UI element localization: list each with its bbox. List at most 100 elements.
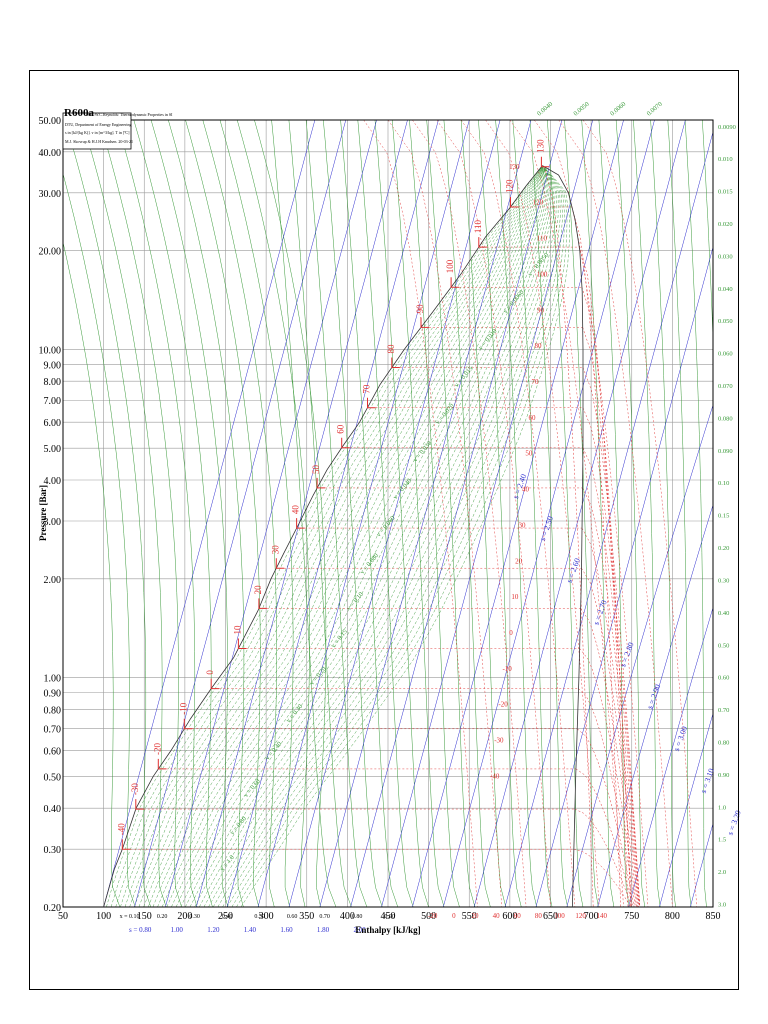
quality-line bbox=[120, 166, 542, 907]
isentrope-line bbox=[257, 120, 470, 907]
y-tick-label: 8.00 bbox=[44, 377, 62, 388]
volume-label-inside: v = 0.0060 bbox=[502, 289, 525, 315]
isochore-line bbox=[236, 120, 310, 907]
isotherm-label-right: 110 bbox=[537, 235, 548, 243]
isochore-line bbox=[564, 120, 599, 907]
property-lines bbox=[63, 120, 753, 907]
saturated-liquid-line bbox=[103, 165, 543, 908]
isotherm-label-left: 90 bbox=[415, 304, 425, 314]
volume-label-right: 0.50 bbox=[718, 642, 729, 649]
quality-line bbox=[185, 166, 549, 907]
isochore-line bbox=[63, 172, 136, 907]
volume-label-right: 0.15 bbox=[718, 513, 729, 520]
entropy-label-bottom: 1.40 bbox=[244, 926, 257, 934]
quality-line bbox=[106, 166, 542, 907]
saturation-dome bbox=[103, 165, 584, 908]
isotherm-flag bbox=[316, 477, 326, 489]
isentrope-line bbox=[165, 120, 377, 907]
isotherm-flag bbox=[391, 357, 400, 368]
volume-label-right: 0.080 bbox=[718, 415, 733, 422]
isotherm-label-bottom: 40 bbox=[493, 912, 501, 920]
volume-label-top: 0.0060 bbox=[609, 101, 627, 118]
volume-label-right: 0.90 bbox=[718, 772, 729, 779]
isotherm-supercritical bbox=[534, 120, 649, 907]
isotherm-label-right: 20 bbox=[515, 557, 523, 565]
isochore-line bbox=[305, 120, 368, 907]
isotherm-supercritical bbox=[363, 120, 478, 907]
quality-line bbox=[129, 166, 543, 907]
y-axis-label: Pressure [Bar] bbox=[38, 485, 48, 541]
quality-line bbox=[240, 166, 570, 907]
isotherm-label-left: -20 bbox=[152, 742, 162, 754]
volume-label-inside: v = 0.020 bbox=[434, 403, 455, 426]
quality-line bbox=[171, 166, 544, 907]
isotherm-flag bbox=[183, 718, 193, 730]
isotherm-label-right: 60 bbox=[529, 414, 537, 422]
volume-label-inside: v = 0.40 bbox=[264, 741, 283, 762]
isochore-line bbox=[63, 241, 121, 907]
volume-label-right: 0.30 bbox=[718, 577, 729, 584]
y-tick-label: 0.90 bbox=[44, 689, 62, 700]
isotherm-vapor bbox=[573, 848, 632, 907]
volume-label-inside: v = 0.80 bbox=[229, 815, 248, 836]
quality-label: 0.70 bbox=[319, 914, 330, 920]
x-tick-label: 800 bbox=[665, 911, 680, 922]
entropy-label-bottom: 2.00 bbox=[353, 926, 366, 934]
entropy-label-bottom: 1.00 bbox=[171, 926, 184, 934]
x-tick-label: 250 bbox=[218, 911, 233, 922]
quality-label: 0.40 bbox=[222, 914, 233, 920]
isotherm-label-right: 40 bbox=[522, 486, 530, 494]
isotherm-flag bbox=[367, 397, 376, 409]
quality-line bbox=[166, 166, 544, 907]
quality-line bbox=[226, 166, 563, 907]
isotherm-label-left: -40 bbox=[116, 823, 126, 835]
x-tick-label: 50 bbox=[58, 911, 68, 922]
volume-label-inside: v = 0.20 bbox=[309, 666, 328, 687]
volume-label-right: 0.030 bbox=[718, 253, 733, 260]
volume-label-inside: v = 0.080 bbox=[359, 552, 380, 575]
y-tick-label: 40.00 bbox=[39, 148, 62, 159]
isochore-line bbox=[615, 120, 646, 907]
isotherm-vapor bbox=[582, 327, 632, 907]
isotherm-vapor bbox=[582, 407, 641, 907]
isotherm-label-left: 110 bbox=[473, 219, 483, 233]
isochore-line bbox=[737, 120, 753, 907]
x-tick-label: 850 bbox=[706, 911, 721, 922]
isotherm-vapor bbox=[582, 447, 641, 907]
quality-label: 0.30 bbox=[189, 914, 200, 920]
volume-label-right: 0.015 bbox=[718, 189, 733, 196]
quality-line bbox=[110, 166, 542, 907]
isochore-line bbox=[633, 120, 661, 907]
quality-line bbox=[180, 166, 547, 907]
isotherm-label-left: -10 bbox=[178, 702, 188, 714]
isotherm-flag bbox=[296, 518, 305, 529]
volume-label-right: 0.10 bbox=[718, 480, 729, 487]
y-tick-label: 50.00 bbox=[39, 116, 62, 127]
isochore-line bbox=[133, 120, 213, 907]
x-tick-label: 550 bbox=[462, 911, 477, 922]
isochore-line bbox=[81, 120, 167, 907]
quality-label: 0.20 bbox=[157, 914, 168, 920]
quality-line bbox=[157, 166, 543, 907]
quality-line bbox=[236, 166, 568, 907]
isentrope-line bbox=[381, 120, 594, 907]
quality-line bbox=[199, 166, 553, 907]
y-tick-label: 30.00 bbox=[39, 189, 62, 200]
isochore-line bbox=[340, 120, 399, 907]
quality-label: x = 0.10 bbox=[120, 914, 140, 920]
isochore-line bbox=[150, 120, 229, 907]
volume-label-top: 0.0070 bbox=[646, 101, 664, 118]
quality-line bbox=[138, 166, 543, 907]
isotherm-label-bottom: 0 bbox=[452, 912, 456, 920]
y-tick-label: 7.00 bbox=[44, 396, 62, 407]
isochore-line bbox=[357, 120, 414, 907]
isotherm-vapor bbox=[578, 688, 636, 907]
y-tick-label: 9.00 bbox=[44, 360, 62, 371]
volume-label-inside: v = 0.030 bbox=[412, 440, 433, 463]
x-tick-label: 300 bbox=[259, 911, 274, 922]
isochore-line bbox=[391, 120, 445, 907]
y-tick-label: 0.60 bbox=[44, 746, 62, 757]
isentrope-line bbox=[288, 120, 501, 907]
isotherm-supercritical bbox=[436, 120, 551, 907]
